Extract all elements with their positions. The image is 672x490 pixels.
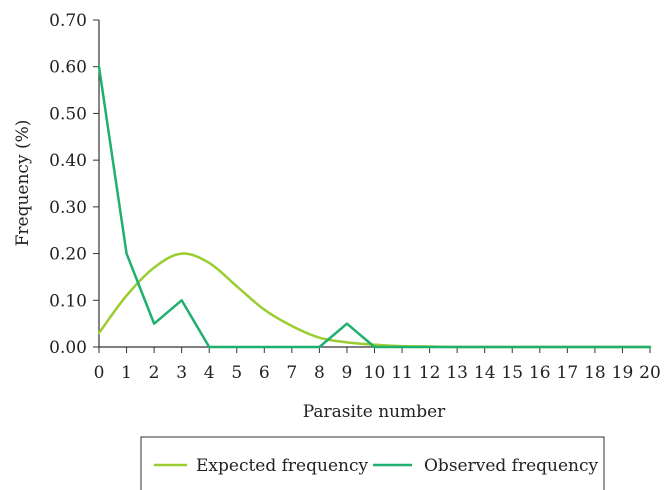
legend-label-expected: Expected frequency <box>196 456 368 476</box>
x-tick-label: 19 <box>612 363 634 383</box>
x-tick-label: 4 <box>204 363 215 383</box>
x-tick-label: 1 <box>121 363 132 383</box>
y-tick-label: 0.40 <box>49 151 87 171</box>
series-layer <box>97 65 652 349</box>
x-tick-label: 5 <box>231 363 242 383</box>
observed-frequency-line <box>97 65 652 349</box>
x-tick-label: 8 <box>314 363 325 383</box>
legend: Expected frequency Observed frequency <box>140 436 605 490</box>
x-tick-label: 16 <box>529 363 551 383</box>
x-tick-label: 14 <box>474 363 496 383</box>
y-ticks: 0.00 0.10 0.20 0.30 0.40 0.50 0.60 0.70 <box>49 11 99 358</box>
x-ticks: 0 1 2 3 4 5 6 7 8 9 10 11 12 13 14 15 16 17 18 19 20 <box>94 347 661 383</box>
x-tick-label: 7 <box>286 363 297 383</box>
y-tick-label: 0.10 <box>49 291 87 311</box>
x-axis-title: Parasite number <box>303 402 446 422</box>
x-tick-label: 2 <box>149 363 160 383</box>
x-tick-label: 6 <box>259 363 270 383</box>
y-tick-label: 0.00 <box>49 338 87 358</box>
legend-label-observed: Observed frequency <box>424 456 599 476</box>
x-tick-label: 20 <box>639 363 661 383</box>
x-tick-label: 18 <box>584 363 606 383</box>
x-tick-label: 12 <box>419 363 441 383</box>
x-tick-label: 15 <box>501 363 523 383</box>
x-tick-label: 11 <box>391 363 413 383</box>
y-tick-label: 0.30 <box>49 198 87 218</box>
y-tick-label: 0.70 <box>49 11 87 31</box>
axes <box>98 20 650 348</box>
x-tick-label: 0 <box>94 363 105 383</box>
x-tick-label: 13 <box>446 363 468 383</box>
x-tick-label: 3 <box>176 363 187 383</box>
x-tick-label: 17 <box>557 363 579 383</box>
legend-box <box>140 436 605 490</box>
x-tick-label: 9 <box>342 363 353 383</box>
y-tick-label: 0.60 <box>49 58 87 78</box>
x-tick-label: 10 <box>364 363 386 383</box>
y-tick-label: 0.50 <box>49 104 87 124</box>
y-tick-label: 0.20 <box>49 245 87 265</box>
y-axis-title: Frequency (%) <box>13 120 33 247</box>
